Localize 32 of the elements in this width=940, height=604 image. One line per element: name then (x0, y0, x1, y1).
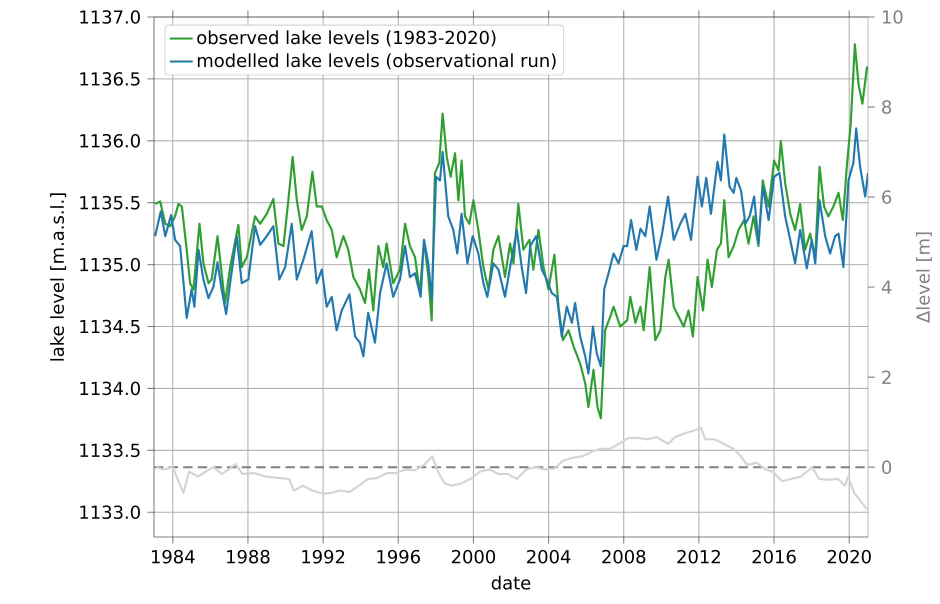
x-tick-label: 1996 (377, 550, 420, 564)
y2-tick-label: 4 (882, 280, 892, 294)
y2-tick-label: 6 (882, 190, 892, 204)
y-tick-label: 1133.0 (80, 505, 140, 520)
y-tick-label: 1137.0 (80, 10, 140, 24)
y-tick-label: 1134.0 (80, 382, 140, 396)
line-series (154, 127, 868, 375)
y-axis-title: lake level [m.a.s.l.] (50, 193, 66, 360)
y2-tick-label: 8 (882, 100, 892, 114)
x-tick-label: 2000 (452, 550, 496, 564)
x-tick-label: 2016 (752, 550, 796, 564)
y-tick-label: 1135.0 (80, 258, 140, 272)
y2-tick-label: 10 (882, 10, 903, 24)
x-tick-label: 2004 (527, 550, 570, 564)
y-tick-label: 1136.5 (80, 72, 140, 86)
x-tick-label: 2008 (602, 550, 646, 564)
x-tick-label: 1992 (302, 550, 344, 564)
x-tick-label: 1988 (227, 550, 270, 564)
y-tick-label: 1136.0 (80, 134, 140, 148)
x-tick-label: 2020 (828, 550, 871, 564)
line-series (155, 426, 868, 510)
y-tick-label: 1133.5 (80, 444, 140, 458)
y-tick-label: 1135.5 (80, 196, 140, 210)
legend-label: modelled lake levels (observational run) (198, 53, 556, 70)
x-tick-label: 1984 (152, 550, 195, 564)
y-tick-label: 1134.5 (80, 320, 140, 334)
y2-tick-label: 0 (882, 460, 892, 474)
x-tick-label: 2012 (677, 550, 720, 564)
y2-axis-title: Δlevel [m] (916, 232, 932, 323)
x-axis-title: date (492, 576, 530, 590)
y2-tick-label: 2 (882, 370, 891, 384)
legend-label: observed lake levels (1983-2020) (197, 30, 496, 46)
